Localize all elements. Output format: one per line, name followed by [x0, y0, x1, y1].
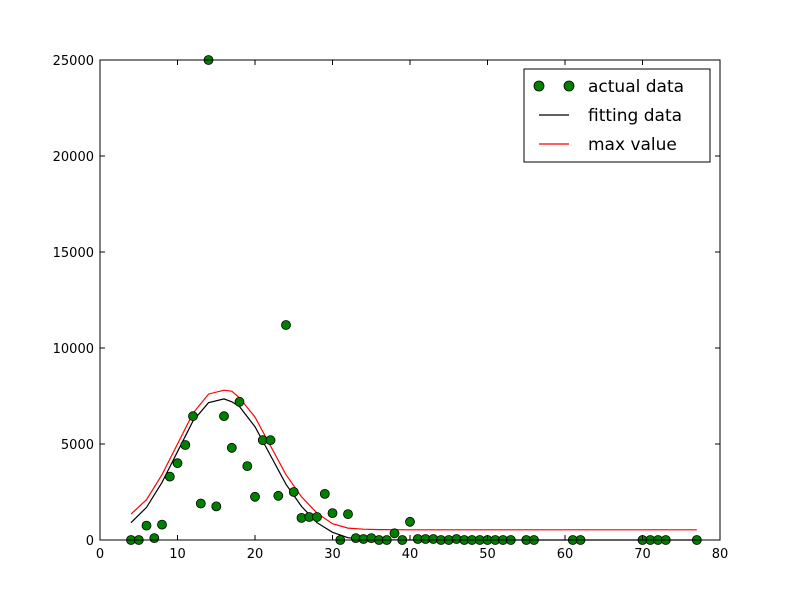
- legend-marker-actual-data: [533, 80, 545, 92]
- data-point: [234, 396, 245, 407]
- data-point: [211, 501, 222, 512]
- x-tick-label: 70: [634, 547, 651, 562]
- y-tick-label: 20000: [53, 150, 94, 165]
- data-point: [273, 490, 284, 501]
- data-point: [141, 520, 152, 531]
- data-point: [327, 508, 338, 518]
- y-tick-label: 10000: [53, 342, 94, 357]
- data-point: [226, 442, 237, 453]
- x-tick-label: 10: [169, 547, 186, 562]
- x-tick-label: 20: [247, 547, 264, 562]
- data-point: [312, 512, 322, 522]
- y-tick-label: 0: [86, 534, 94, 549]
- data-point: [149, 533, 160, 543]
- data-point: [172, 458, 183, 469]
- series-line-max-value: [130, 389, 697, 531]
- y-tick-label: 5000: [61, 438, 94, 453]
- data-point: [219, 411, 229, 422]
- y-tick-label: 25000: [53, 54, 94, 69]
- data-point: [343, 509, 353, 519]
- legend: actual data fitting data max value: [523, 68, 711, 163]
- data-point: [281, 320, 291, 330]
- legend-label-max-value: max value: [588, 135, 677, 155]
- data-point: [188, 411, 198, 422]
- data-point: [288, 487, 299, 497]
- x-tick-label: 60: [557, 547, 574, 562]
- data-point: [242, 461, 253, 472]
- data-point: [164, 471, 175, 482]
- x-tick-label: 0: [96, 547, 104, 562]
- axis-ticks: 0 10 20 30 40 50 60 70 80 0 5000 10000 15000 20000 250…: [53, 54, 729, 562]
- x-tick-label: 80: [712, 547, 729, 562]
- data-point: [180, 440, 191, 450]
- data-point: [195, 498, 206, 509]
- y-tick-label: 15000: [53, 246, 94, 261]
- x-tick-label: 40: [402, 547, 419, 562]
- data-point: [389, 528, 400, 539]
- x-tick-label: 50: [479, 547, 496, 562]
- data-point: [319, 488, 330, 499]
- legend-marker-actual-data: [563, 80, 575, 92]
- x-tick-label: 30: [324, 547, 341, 562]
- data-point: [265, 435, 276, 446]
- legend-label-actual-data: actual data: [588, 77, 684, 97]
- data-point: [157, 519, 167, 530]
- data-point: [405, 516, 415, 527]
- legend-label-fitting-data: fitting data: [588, 106, 682, 126]
- data-point: [250, 491, 260, 502]
